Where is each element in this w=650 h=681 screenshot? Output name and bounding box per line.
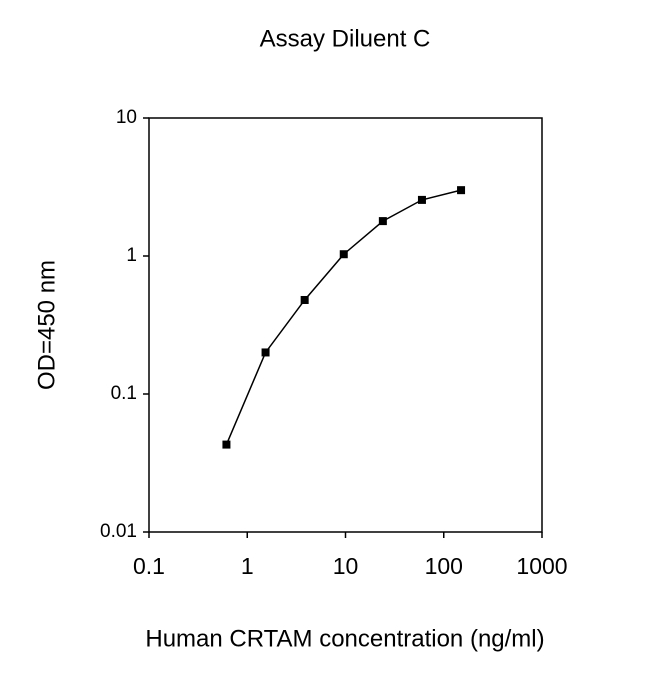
data-point: [417, 195, 426, 204]
data-point: [300, 295, 309, 304]
data-point: [222, 440, 231, 449]
data-point: [457, 186, 466, 195]
data-point: [378, 217, 387, 226]
y-axis-label: OD=450 nm: [33, 260, 60, 390]
x-axis-label: Human CRTAM concentration (ng/ml): [145, 625, 544, 652]
x-tick-label: 1: [241, 553, 254, 579]
x-tick-label: 100: [425, 553, 463, 579]
y-tick-label: 1: [126, 245, 137, 266]
x-tick-label: 1000: [516, 553, 567, 579]
y-tick-label: 0.1: [111, 383, 137, 404]
y-tick-label: 10: [116, 107, 137, 128]
chart-title: Assay Diluent C: [260, 25, 431, 52]
data-point: [261, 348, 270, 357]
data-point: [339, 250, 348, 259]
x-tick-label: 0.1: [133, 553, 165, 579]
x-tick-label: 10: [333, 553, 359, 579]
y-tick-label: 0.01: [100, 521, 137, 542]
